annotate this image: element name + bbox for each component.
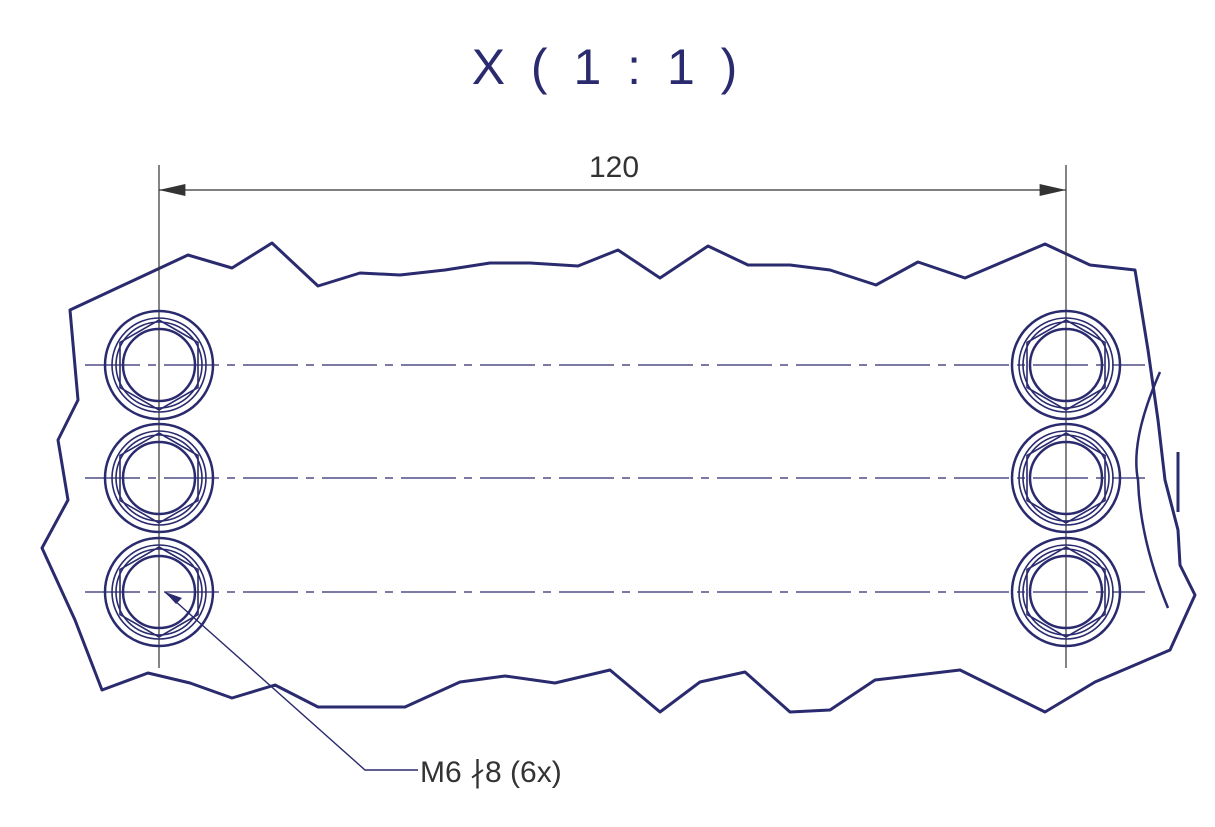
leader-line bbox=[165, 592, 418, 770]
callout-label: M6 ∤8 (6x) bbox=[420, 756, 562, 789]
centerlines bbox=[85, 365, 1145, 592]
dimension-label: 120 bbox=[589, 151, 639, 184]
edge-curve bbox=[1136, 372, 1168, 608]
leader-arrow bbox=[165, 592, 182, 604]
